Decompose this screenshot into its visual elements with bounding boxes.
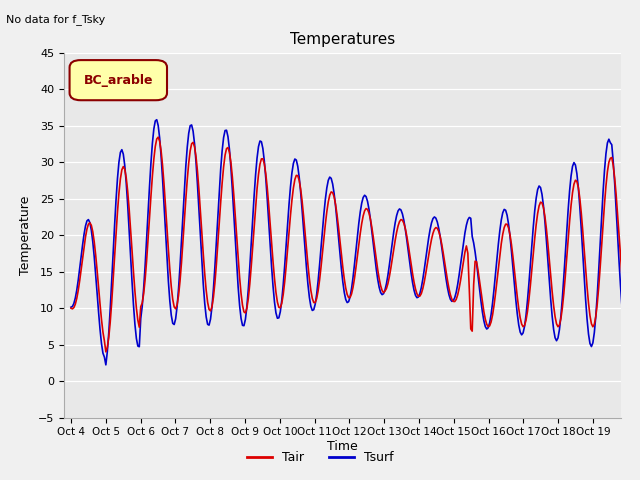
Legend: Tair, Tsurf: Tair, Tsurf [242,446,398,469]
Text: No data for f_Tsky: No data for f_Tsky [6,14,106,25]
X-axis label: Time: Time [327,440,358,453]
Y-axis label: Temperature: Temperature [19,195,33,275]
Title: Temperatures: Temperatures [290,33,395,48]
FancyBboxPatch shape [70,60,167,100]
Text: BC_arable: BC_arable [84,73,153,87]
